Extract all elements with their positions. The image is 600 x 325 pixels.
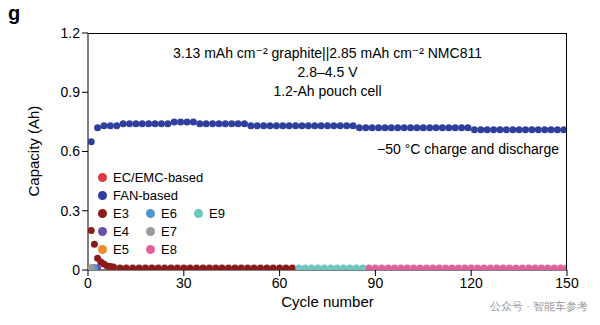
html-text:g: g (8, 2, 21, 24)
svg-text:120: 120 (460, 275, 484, 291)
html-text:E8: E8 (161, 241, 177, 257)
html-text:2.8–4.5 V: 2.8–4.5 V (297, 64, 358, 80)
svg-text:1.2: 1.2 (61, 25, 81, 41)
svg-text:150: 150 (555, 275, 579, 291)
svg-text:Cycle number: Cycle number (281, 293, 374, 310)
html-text:公众号 · 智能车参考: 公众号 · 智能车参考 (490, 300, 588, 312)
html-text:E4: E4 (113, 223, 129, 239)
svg-text:0.9: 0.9 (61, 84, 81, 100)
svg-text:30: 30 (176, 275, 192, 291)
html-text:FAN-based: FAN-based (113, 187, 178, 203)
svg-text:90: 90 (368, 275, 384, 291)
svg-text:0.3: 0.3 (61, 203, 81, 219)
html-text:E3: E3 (113, 205, 129, 221)
html-text:1.2-Ah pouch cell: 1.2-Ah pouch cell (273, 83, 382, 99)
html-text:3.13 mAh cm⁻² graphite||2.85 m: 3.13 mAh cm⁻² graphite||2.85 mAh cm⁻² NM… (173, 45, 482, 61)
html-text:E5: E5 (113, 241, 129, 257)
svg-text:0.6: 0.6 (61, 143, 81, 159)
html-text:E6: E6 (161, 205, 177, 221)
svg-text:60: 60 (272, 275, 288, 291)
html-text:EC/EMC-based: EC/EMC-based (113, 169, 204, 185)
html-text:E7: E7 (161, 223, 177, 239)
html-text:−50 °C charge and discharge: −50 °C charge and discharge (377, 141, 559, 157)
svg-text:Capacity (Ah): Capacity (Ah) (25, 106, 42, 197)
svg-text:0: 0 (84, 275, 92, 291)
html-text:E9: E9 (209, 205, 225, 221)
svg-text:0: 0 (72, 262, 80, 278)
